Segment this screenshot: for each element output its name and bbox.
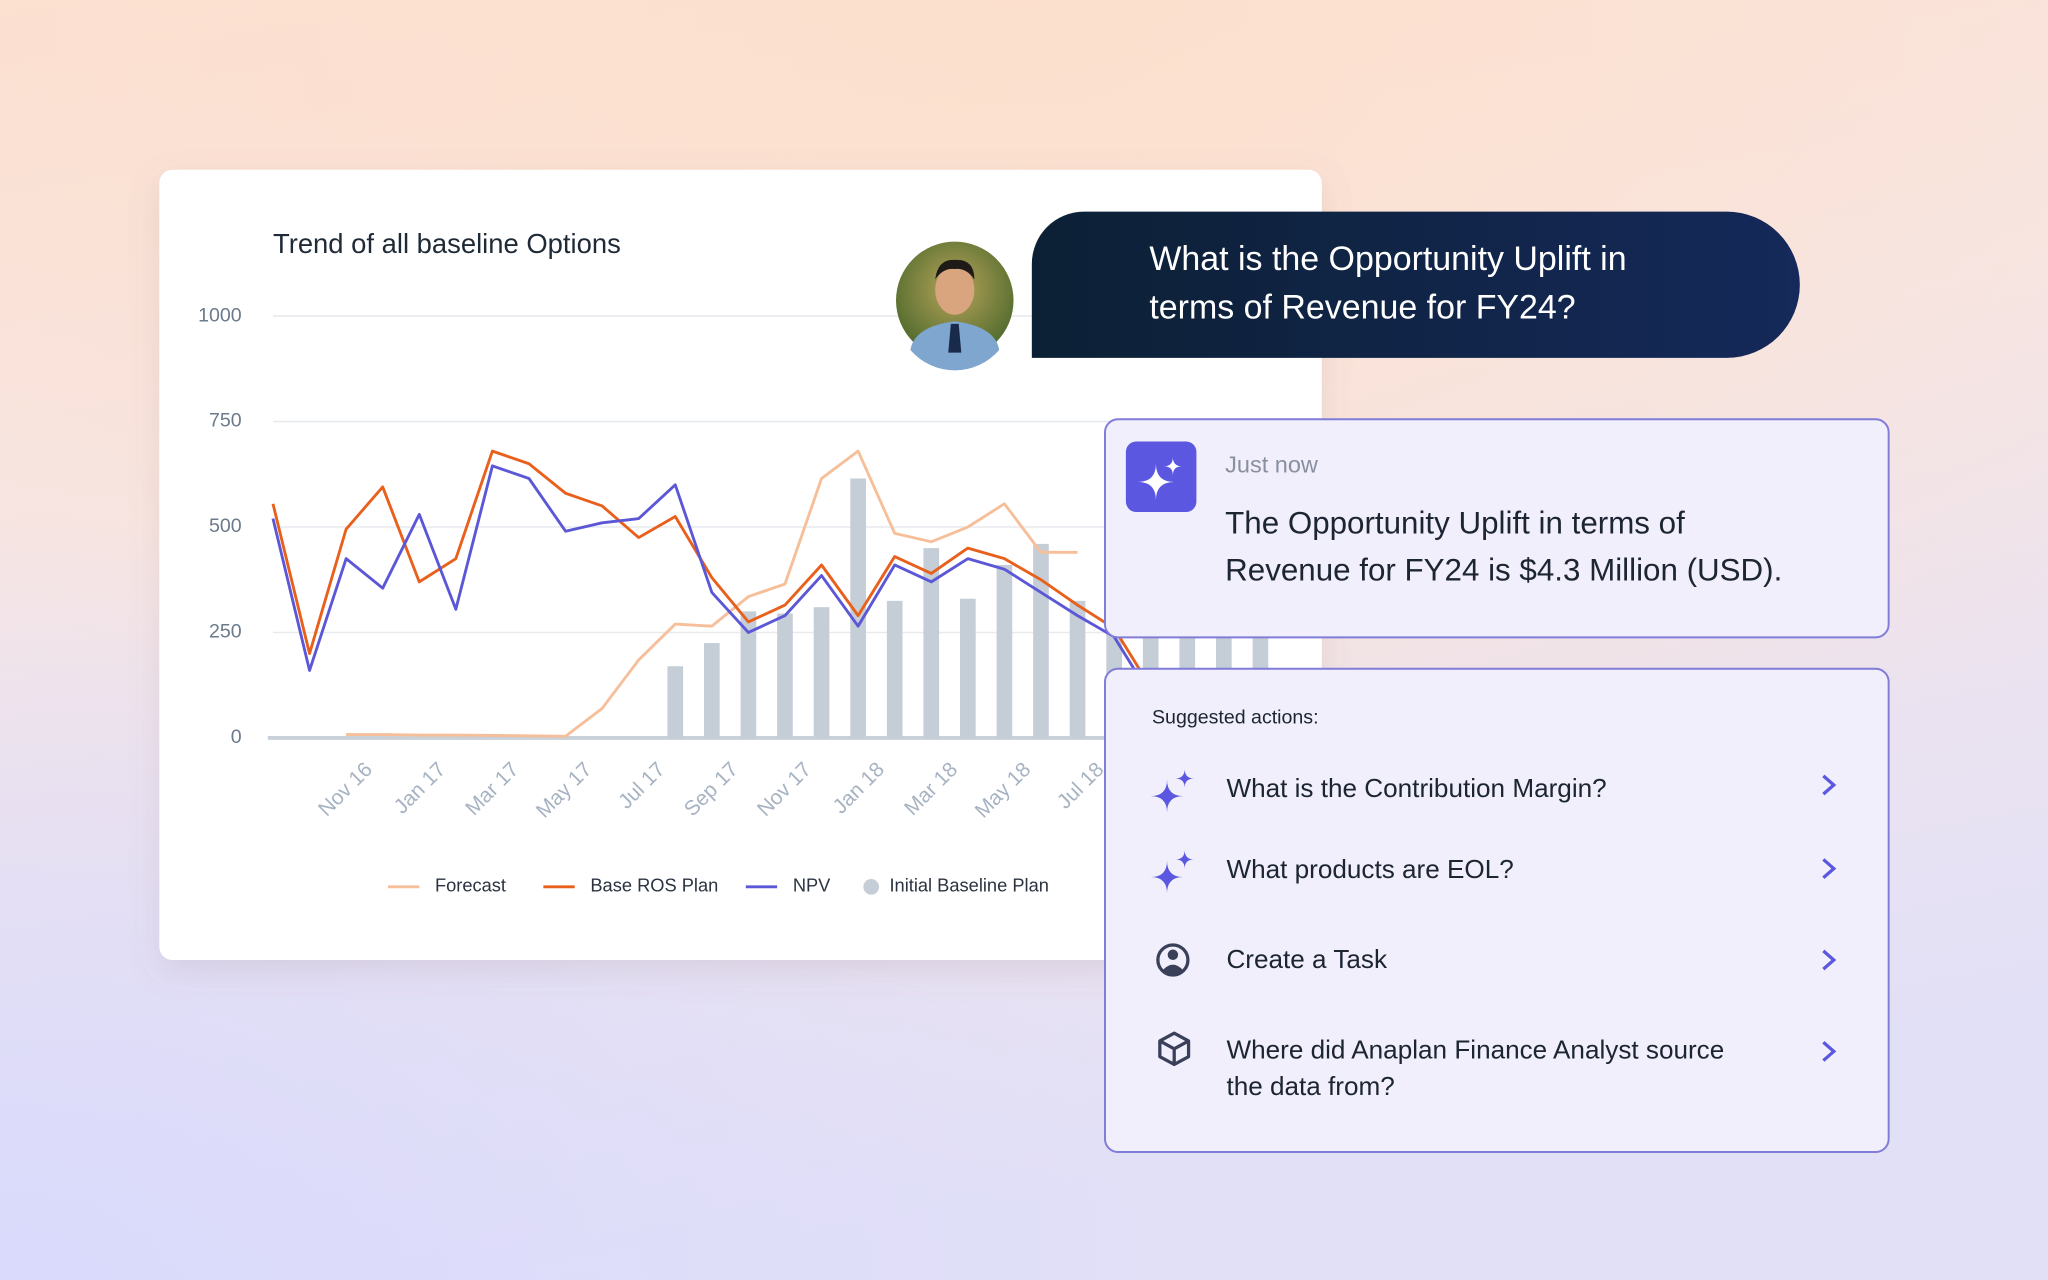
- bar: [996, 564, 1013, 738]
- suggestion[interactable]: What products are EOL?: [1150, 850, 1837, 894]
- bar: [813, 607, 830, 738]
- chevron[interactable]: [1822, 949, 1837, 971]
- cube-icon: [1158, 1031, 1191, 1067]
- ai-sparkle: [1137, 457, 1183, 501]
- line: [271, 449, 1152, 689]
- chevron[interactable]: [1822, 858, 1837, 879]
- chevron[interactable]: [1822, 1041, 1837, 1062]
- card: [159, 169, 1322, 961]
- question-text: What is the Opportunity Uplift in: [1149, 240, 1626, 278]
- suggestions-heading: Suggested actions:: [1152, 707, 1319, 729]
- bar: [740, 611, 757, 738]
- timestamp: Just now: [1225, 451, 1319, 477]
- legend-label: Forecast: [435, 875, 506, 896]
- y-tick-label: 0: [231, 726, 242, 748]
- bar: [1033, 543, 1049, 738]
- answer-card: [1103, 418, 1890, 639]
- avatar: [896, 241, 1014, 371]
- chart-title: Trend of all baseline Options: [273, 228, 621, 259]
- suggestion-text[interactable]: What is the Contribution Margin?: [1226, 773, 1606, 803]
- question-bubble: [1031, 211, 1800, 358]
- suggestion-text[interactable]: Create a Task: [1226, 944, 1388, 974]
- suggestion[interactable]: Create a Task: [1156, 943, 1837, 977]
- person-icon: [1156, 943, 1190, 977]
- line: [346, 449, 1078, 738]
- bar: [1069, 600, 1086, 738]
- bar: [923, 548, 940, 738]
- question-group: What is the Opportunity Uplift in terms …: [896, 211, 1800, 371]
- suggestion-text[interactable]: Where did Anaplan Finance Analyst source: [1226, 1034, 1724, 1064]
- line: [271, 464, 1152, 697]
- legend-label: Initial Baseline Plan: [889, 875, 1048, 896]
- suggestion-text[interactable]: What products are EOL?: [1226, 854, 1513, 884]
- bar: [850, 478, 866, 738]
- legend-label: NPV: [793, 875, 831, 896]
- bar: [886, 600, 903, 738]
- bar: [667, 666, 684, 738]
- ai-icon: [1125, 441, 1197, 512]
- legend-marker: [863, 879, 880, 895]
- suggestions-panel: Suggested actions: What is the Contribut…: [1103, 667, 1890, 1153]
- answer-panel: Just now The Opportunity Uplift in terms…: [1103, 418, 1890, 639]
- suggestion[interactable]: Where did Anaplan Finance Analyst source…: [1158, 1031, 1837, 1101]
- bar: [777, 613, 793, 738]
- suggestions-card: [1103, 667, 1890, 1153]
- y-tick-label: 250: [209, 621, 242, 643]
- y-tick-label: 500: [209, 515, 242, 537]
- question-text: terms of Revenue for FY24?: [1149, 289, 1575, 327]
- suggestion-text[interactable]: the data from?: [1226, 1071, 1394, 1101]
- y-tick-label: 1000: [198, 304, 242, 326]
- suggestion[interactable]: What is the Contribution Margin?: [1150, 769, 1837, 813]
- chevron[interactable]: [1822, 774, 1837, 796]
- answer-text: The Opportunity Uplift in terms of: [1225, 505, 1685, 540]
- y-tick-label: 750: [209, 410, 242, 432]
- bar: [704, 643, 720, 738]
- bar: [960, 598, 976, 738]
- legend-label: Base ROS Plan: [590, 875, 718, 896]
- answer-text: Revenue for FY24 is $4.3 Million (USD).: [1225, 552, 1782, 587]
